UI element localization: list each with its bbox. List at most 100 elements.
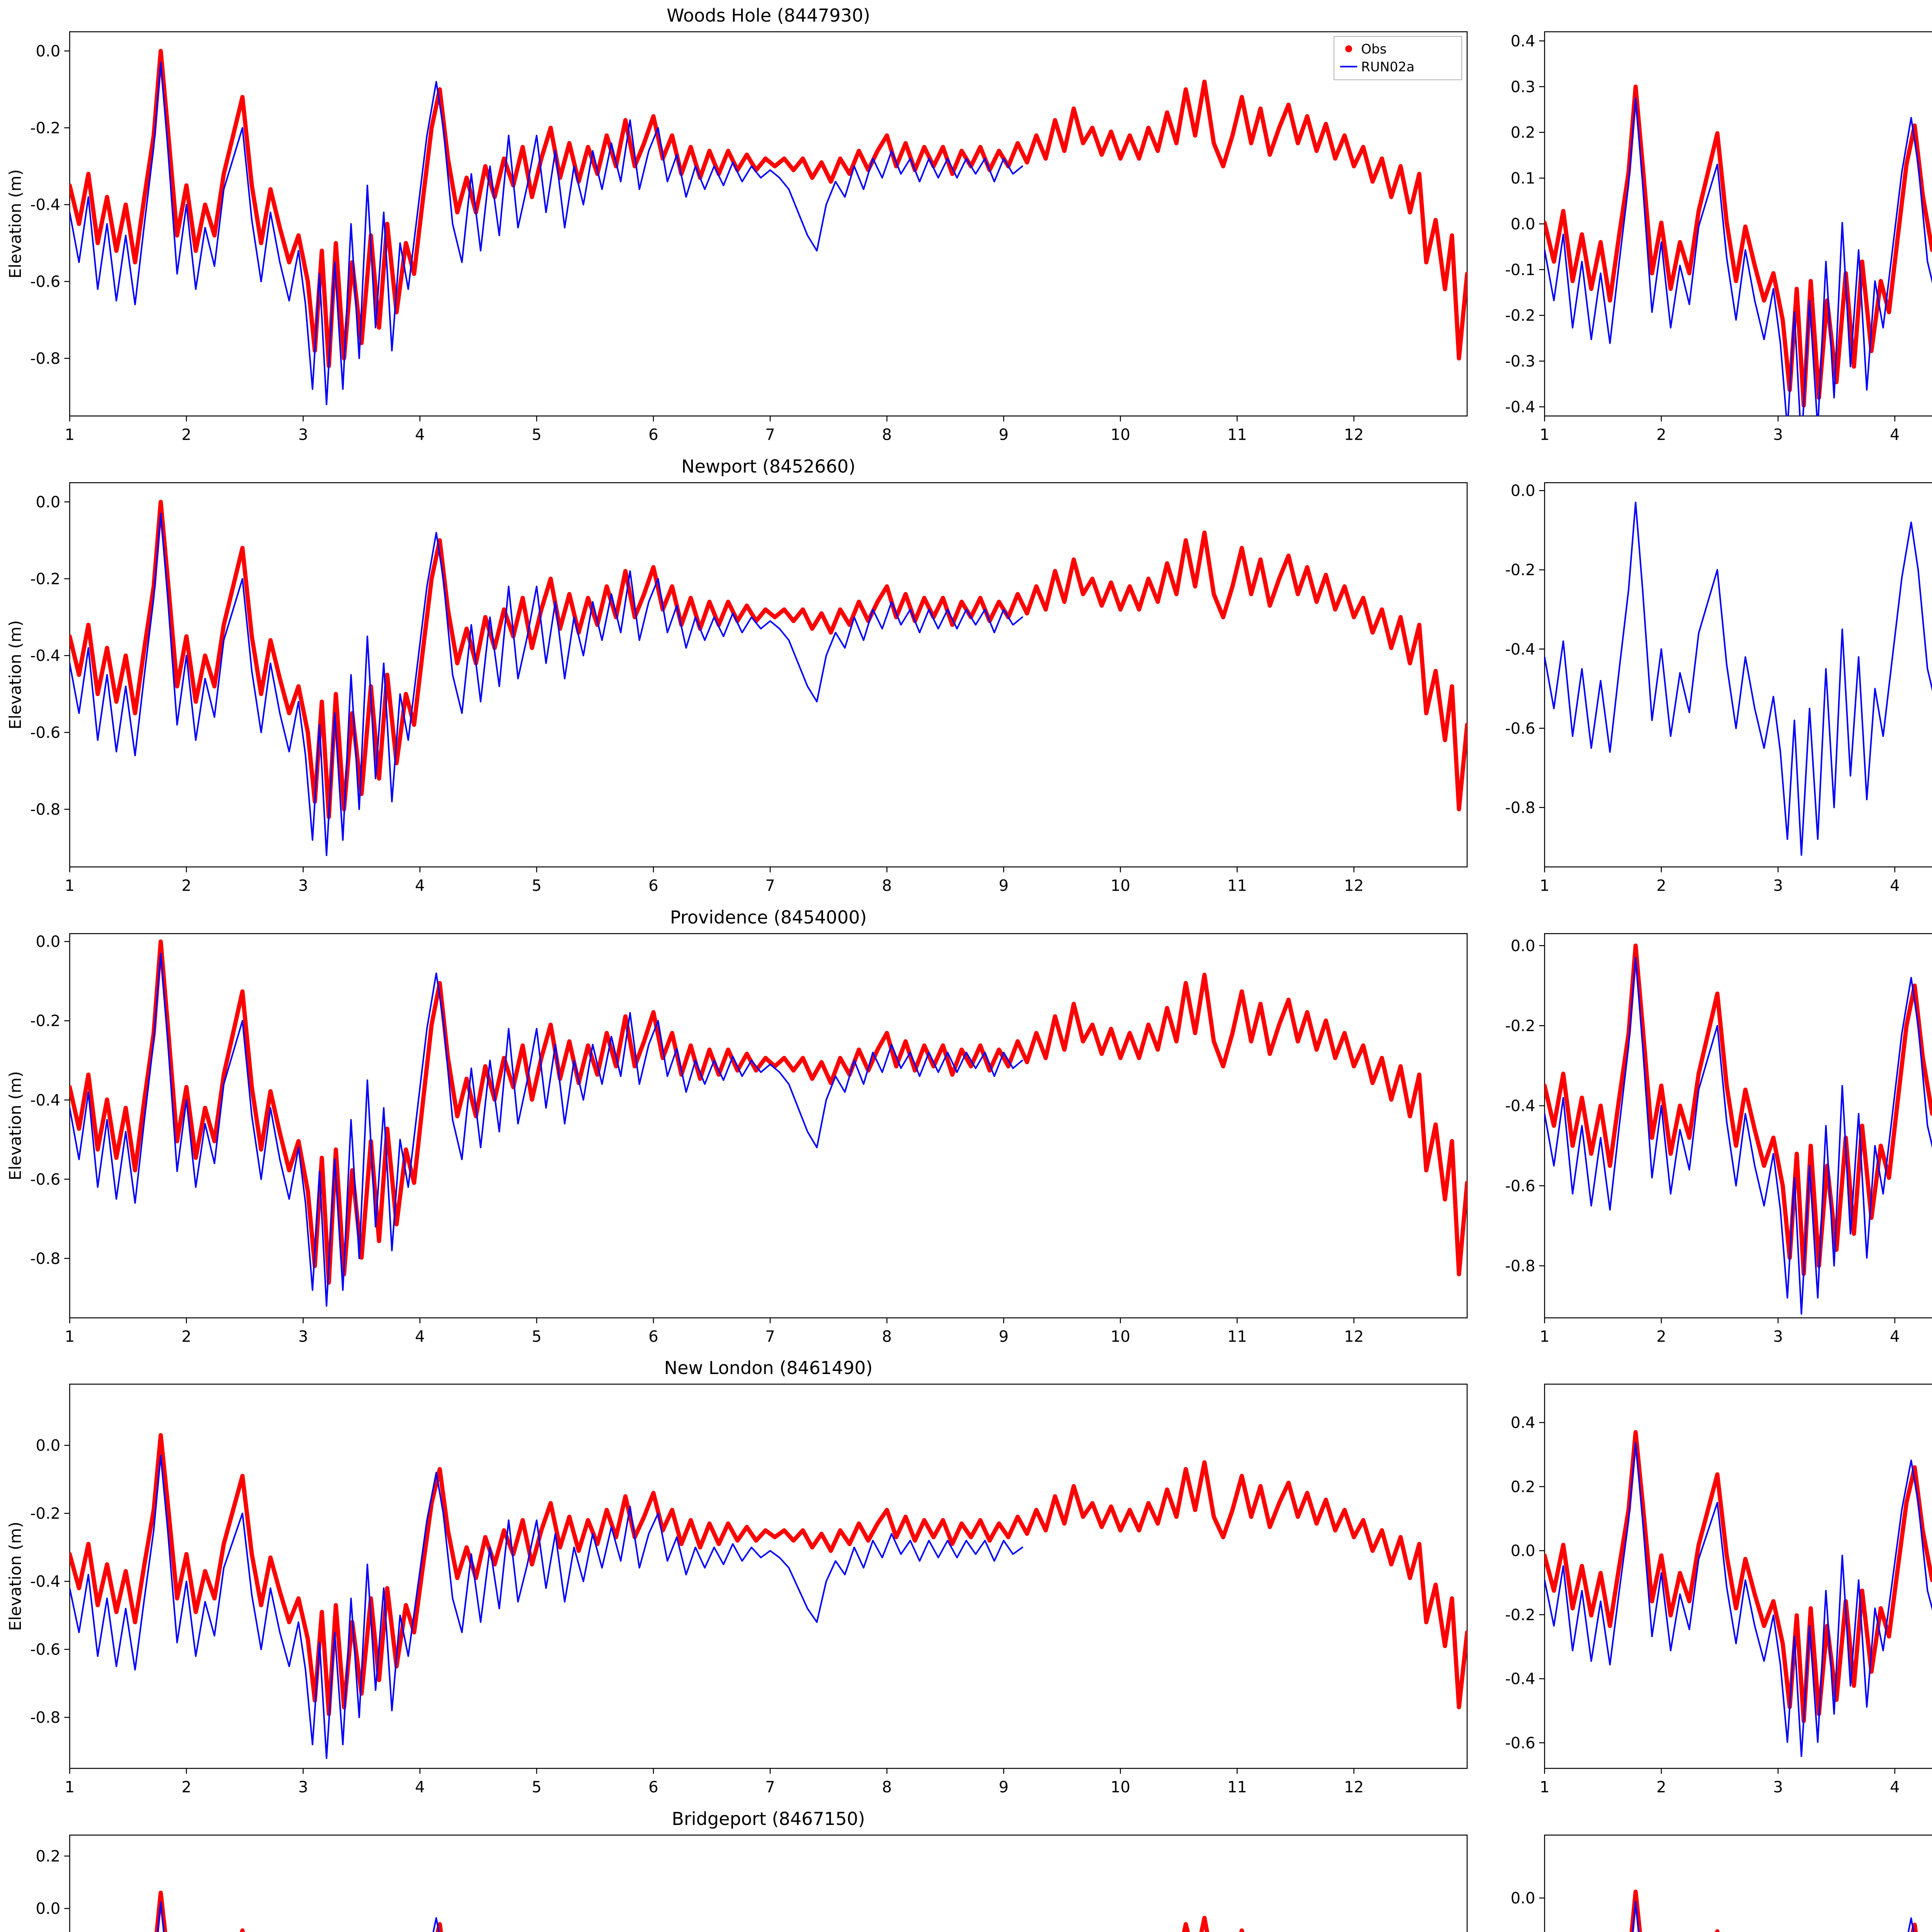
x-tick-label: 8 — [882, 1779, 892, 1796]
x-tick-label: 10 — [1111, 1779, 1130, 1796]
subplot-canvas-nantucket-island: 0.40.30.20.10.0-0.1-0.2-0.3-0.4123456789… — [1505, 31, 1932, 444]
x-tick-label: 4 — [1890, 1779, 1900, 1796]
plot-frame — [69, 31, 1468, 417]
y-tick-label: 0.3 — [1511, 78, 1536, 96]
subplot-canvas-conimicut-light: 0.0-0.2-0.4-0.6-0.8123456789101112Conimi… — [1505, 482, 1932, 895]
y-tick-label: -0.4 — [1505, 1670, 1535, 1688]
x-tick-label: 3 — [1773, 877, 1783, 895]
y-tick-label: -0.2 — [30, 1012, 60, 1030]
y-tick-label: 0.0 — [36, 933, 61, 951]
x-tick-label: 3 — [1773, 426, 1783, 444]
subplot-nantucket-island: 0.40.30.20.10.0-0.1-0.2-0.3-0.4123456789… — [1478, 3, 1932, 454]
x-tick-label: 5 — [532, 877, 541, 895]
x-tick-label: 2 — [182, 426, 191, 444]
x-tick-label: 4 — [415, 1328, 425, 1345]
y-axis-label: Elevation (m) — [6, 620, 25, 730]
subplot-new-london: 0.0 -0.2 -0.4 -0.6 -0.8 1 2 3 4 5 6 7 8 9 10 11 12 New Lo… — [3, 1355, 1478, 1806]
x-tick-label: 7 — [765, 877, 775, 895]
x-tick-label: 9 — [999, 426, 1009, 444]
subplot-bridgeport: 0.20.0-0.2-0.4-0.6-0.8-1.012345678910111… — [3, 1806, 1478, 1932]
subplot-canvas-bridgeport: 0.20.0-0.2-0.4-0.6-0.8-1.012345678910111… — [36, 1808, 1468, 1932]
x-tick-label: 7 — [765, 426, 775, 444]
y-tick-label: -0.6 — [30, 1641, 60, 1659]
x-tick-label: 2 — [182, 1328, 191, 1345]
x-tick-label: 9 — [999, 877, 1009, 895]
x-tick-label: 4 — [1890, 426, 1900, 444]
subplot-quonset-point: 0.0-0.2-0.4-0.6-0.8123456789101112Quonse… — [1478, 905, 1932, 1356]
y-tick-label: 0.1 — [1511, 170, 1536, 187]
subplot-title: Providence (8454000) — [670, 907, 867, 928]
x-tick-label: 1 — [1540, 1779, 1549, 1796]
x-tick-label: 5 — [532, 426, 541, 444]
subplot-canvas-woods-hole: 0.0-0.2-0.4-0.6-0.81 2 3 4 5 6 7 8 9 10 11 12Woods … — [6, 5, 1468, 444]
y-axis-label: Elevation (m) — [6, 169, 25, 279]
x-tick-label: 11 — [1227, 877, 1247, 895]
subplot-new-haven: 0.40.20.0-0.2-0.4-0.6123456789101112New … — [1478, 1355, 1932, 1806]
subplot-montauk: 0.0-0.2-0.4-0.6-0.8123456789101112Montau… — [1478, 1806, 1932, 1932]
x-tick-label: 3 — [1773, 1328, 1783, 1345]
x-tick-label: 8 — [882, 1328, 892, 1345]
subplot-newport: 0.0 -0.2 -0.4 -0.6 -0.8 1 2 3 4 5 6 7 8 9 10 11 12 Newpor… — [3, 454, 1478, 905]
x-tick-label: 12 — [1344, 877, 1364, 895]
y-tick-label: -0.8 — [30, 1250, 60, 1267]
y-tick-label: 0.0 — [36, 493, 61, 511]
legend-obs-marker-icon — [1345, 45, 1352, 53]
x-tick-label: 12 — [1344, 426, 1364, 444]
run02a-series-line — [1544, 956, 1932, 1315]
run02a-series-line — [1544, 97, 1932, 416]
y-tick-label: -0.2 — [30, 119, 60, 137]
subplot-conimicut-light: 0.0-0.2-0.4-0.6-0.8123456789101112Conimi… — [1478, 454, 1932, 905]
y-axis-label: Elevation (m) — [6, 1071, 25, 1180]
obs-series-line — [70, 1433, 1467, 1716]
x-tick-label: 9 — [999, 1779, 1009, 1796]
x-tick-label: 10 — [1111, 1328, 1130, 1345]
y-tick-label: 0.0 — [36, 43, 61, 60]
x-tick-label: 11 — [1227, 1328, 1247, 1345]
x-tick-label: 3 — [298, 426, 308, 444]
y-tick-label: -0.4 — [30, 196, 60, 214]
y-tick-label: 0.4 — [1511, 1414, 1536, 1432]
y-tick-label: 0.0 — [1511, 1889, 1536, 1907]
subplot-canvas-montauk: 0.0-0.2-0.4-0.6-0.8123456789101112Montau… — [1511, 1835, 1932, 1932]
y-tick-label: 0.2 — [1511, 124, 1536, 142]
x-tick-label: 5 — [532, 1779, 541, 1796]
y-tick-label: 0.0 — [36, 1900, 61, 1918]
x-tick-label: 10 — [1111, 877, 1130, 895]
y-tick-label: -0.2 — [1505, 1606, 1535, 1624]
x-tick-label: 3 — [298, 877, 308, 895]
x-tick-label: 10 — [1111, 426, 1130, 444]
y-tick-label: -0.4 — [30, 1573, 60, 1591]
plot-frame — [1544, 1835, 1932, 1932]
subplot-canvas-new-haven: 0.40.20.0-0.2-0.4-0.6123456789101112New … — [1505, 1384, 1932, 1796]
x-tick-label: 11 — [1227, 1779, 1247, 1796]
y-tick-label: -0.4 — [1505, 398, 1535, 416]
y-tick-label: -0.8 — [1505, 799, 1535, 817]
subplot-title: Bridgeport (8467150) — [672, 1808, 865, 1829]
x-tick-label: 4 — [415, 1779, 425, 1796]
y-tick-label: -0.2 — [1505, 561, 1535, 579]
x-tick-label: 11 — [1227, 426, 1247, 444]
run02a-series-line — [70, 1455, 1023, 1759]
x-tick-label: 4 — [1890, 877, 1900, 895]
obs-series-line — [1544, 1430, 1932, 1723]
y-tick-label: -0.4 — [30, 1091, 60, 1109]
y-tick-label: -0.4 — [1505, 1097, 1535, 1115]
plot-frame — [69, 933, 1468, 1318]
y-tick-label: 0.2 — [36, 1848, 61, 1866]
x-tick-label: 12 — [1344, 1779, 1364, 1796]
y-tick-label: -0.8 — [30, 350, 60, 367]
run02a-series-line — [70, 952, 1023, 1307]
y-tick-label: -0.6 — [30, 273, 60, 291]
y-tick-label: -0.2 — [1505, 307, 1535, 325]
run02a-series-line — [70, 61, 1023, 405]
subplot-canvas-quonset-point: 0.0-0.2-0.4-0.6-0.8123456789101112Quonse… — [1505, 933, 1932, 1345]
plot-frame — [1544, 31, 1932, 417]
obs-series-line — [1544, 84, 1932, 408]
plot-frame — [69, 482, 1468, 867]
run02a-series-line — [1544, 502, 1932, 856]
y-tick-label: 0.0 — [36, 1437, 61, 1455]
x-tick-label: 2 — [1656, 1328, 1666, 1345]
x-tick-label: 2 — [1656, 1779, 1666, 1796]
x-tick-label: 6 — [648, 1328, 658, 1345]
